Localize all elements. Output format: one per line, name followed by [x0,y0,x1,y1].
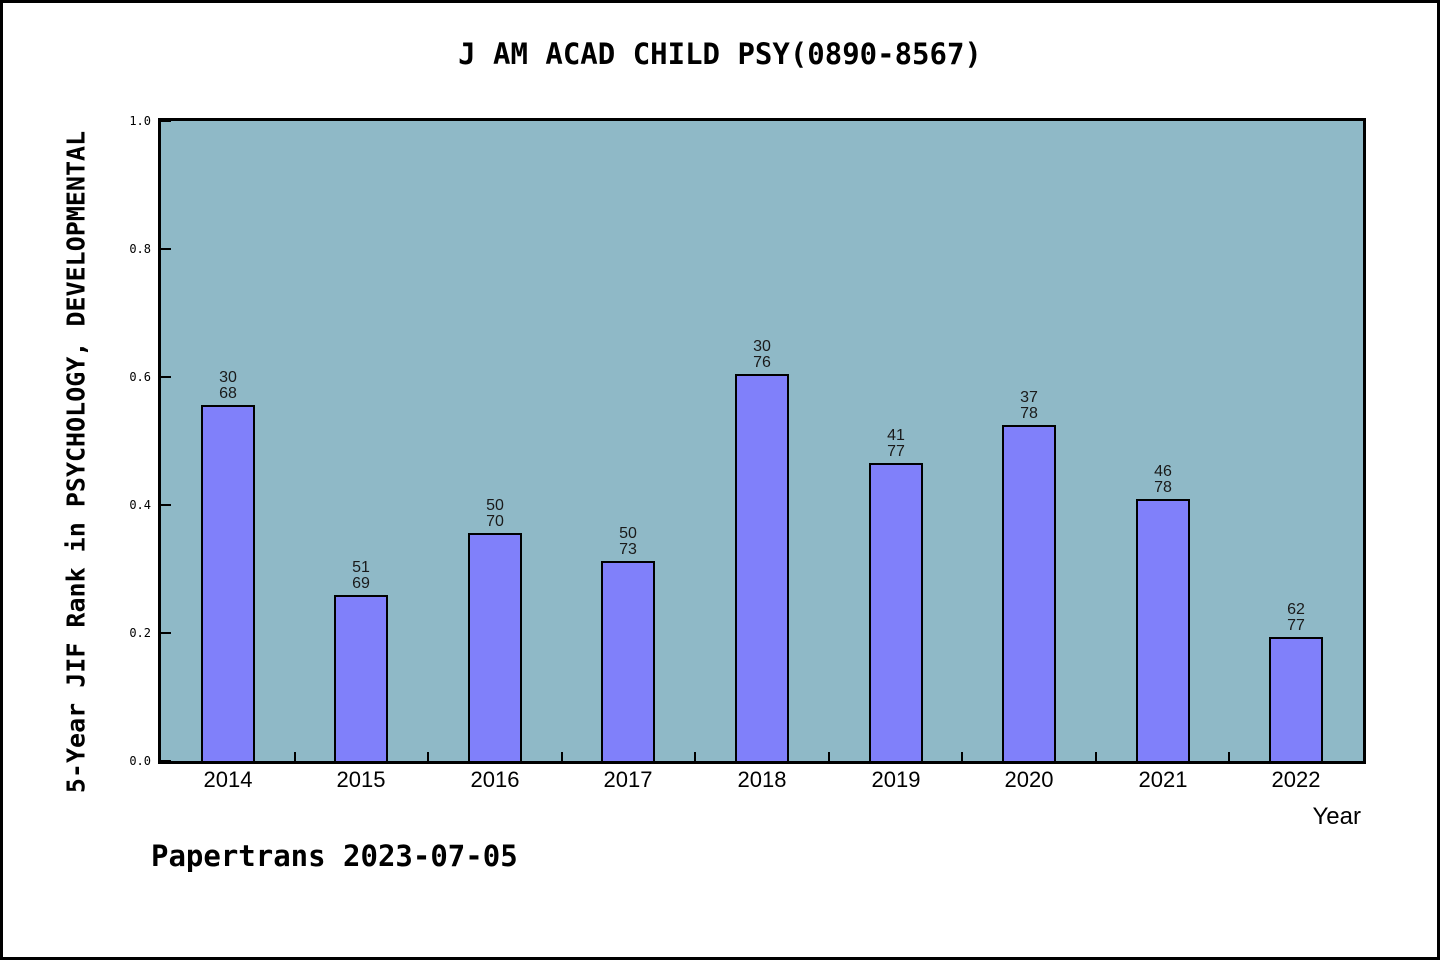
x-tick-label: 2018 [737,767,787,792]
bar-value-label: 50 70 [486,497,504,530]
x-tick-label: 2017 [603,767,653,792]
bar-2022 [1269,637,1323,761]
x-axis-label: Year [1312,803,1362,830]
y-tick [161,376,171,378]
y-tick [161,120,171,122]
y-tick [161,504,171,506]
x-tick-label: 2022 [1271,767,1321,792]
y-axis-label: 5-Year JIF Rank in PSYCHOLOGY, DEVELOPME… [61,130,91,794]
bar-2016 [468,533,522,761]
y-tick [161,248,171,250]
y-tick-label: 0.0 [129,754,151,768]
bar-value-label: 50 73 [619,525,637,558]
x-tick-label: 2020 [1004,767,1054,792]
x-tick [561,752,563,761]
bar-value-label: 62 77 [1287,601,1305,634]
x-tick-label: 2014 [203,767,253,792]
bar-value-label: 41 77 [887,427,905,460]
y-tick [161,632,171,634]
x-tick-label: 2015 [336,767,386,792]
footer-watermark: Papertrans 2023-07-05 [151,839,518,873]
bar-value-label: 30 68 [219,369,237,402]
bar-2017 [601,561,655,761]
bar-2021 [1136,499,1190,761]
bar-2015 [334,595,388,761]
plot-inner: 30 68 51 69 50 70 50 73 30 76 41 77 37 78 46 78… [161,120,1363,762]
y-tick-label: 0.6 [129,370,151,384]
x-tick [694,752,696,761]
x-tick [828,752,830,761]
x-tick-label: 2016 [470,767,520,792]
y-tick-label: 0.4 [129,498,151,512]
y-tick-label: 0.2 [129,626,151,640]
x-tick [1095,752,1097,761]
bar-value-label: 46 78 [1154,463,1172,496]
bar-2020 [1002,425,1056,761]
bar-2014 [201,405,255,761]
x-tick [961,752,963,761]
x-tick [294,752,296,761]
y-tick [161,760,171,762]
y-tick-label: 0.8 [129,242,151,256]
x-tick-label: 2019 [871,767,921,792]
x-tick-label: 2021 [1138,767,1188,792]
bar-value-label: 37 78 [1020,389,1038,422]
chart-title: J AM ACAD CHILD PSY(0890-8567) [458,37,982,71]
y-tick-label: 1.0 [129,114,151,128]
x-tick [1228,752,1230,761]
bar-value-label: 51 69 [352,559,370,592]
bar-value-label: 30 76 [753,338,771,371]
bar-2018 [735,374,789,761]
x-tick [427,752,429,761]
bar-2019 [869,463,923,761]
